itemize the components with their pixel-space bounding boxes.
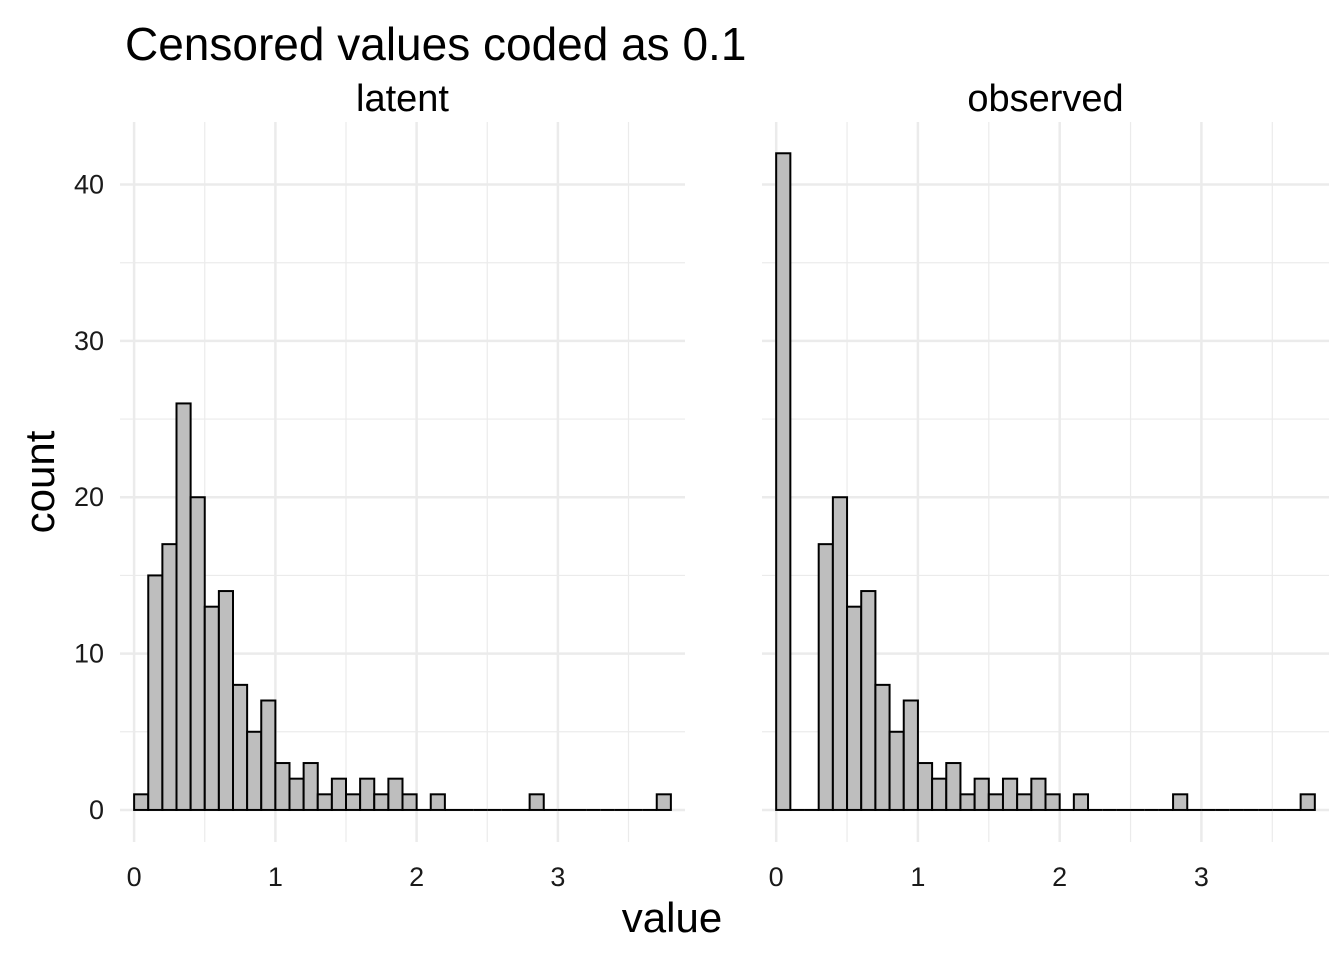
histogram-bar: [874, 683, 891, 811]
x-tick-label: 1: [910, 862, 925, 892]
y-tick-label: 40: [74, 170, 104, 200]
y-tick-label: 10: [74, 639, 104, 669]
y-tick-label: 20: [74, 482, 104, 512]
histogram-bar: [359, 777, 376, 811]
histogram-bar: [1299, 793, 1316, 811]
histogram-bar: [973, 777, 990, 811]
histogram-bar: [916, 762, 934, 811]
histogram-bar: [817, 543, 834, 811]
histogram-bar: [1030, 777, 1047, 811]
histogram-bar: [189, 496, 206, 811]
histogram-bar: [528, 793, 545, 811]
histogram-bar: [274, 762, 291, 811]
histogram-bar: [260, 699, 277, 811]
histogram-bar: [902, 699, 919, 811]
histogram-bar: [1044, 793, 1061, 811]
x-tick-label: 2: [409, 862, 424, 892]
histogram-bar: [429, 793, 446, 811]
y-tick-label: 0: [89, 795, 104, 825]
histogram-bar: [288, 777, 305, 811]
y-tick-label: 30: [74, 326, 104, 356]
histogram-bar: [232, 683, 249, 811]
histogram-bar: [401, 793, 418, 811]
histogram-bar: [888, 730, 905, 811]
histogram-bar: [655, 793, 672, 811]
histogram-bar: [175, 402, 192, 811]
histogram-bar: [246, 730, 263, 811]
panel-label-latent: latent: [356, 78, 449, 120]
histogram-bar: [1172, 793, 1189, 811]
histogram-bar: [387, 777, 404, 811]
histogram-bar: [373, 793, 390, 811]
histogram-bar: [959, 793, 976, 811]
histogram-bar: [161, 543, 178, 811]
histogram-bar: [316, 793, 333, 811]
histogram-bar: [775, 152, 792, 811]
histogram-bar: [860, 590, 877, 811]
x-tick-label: 3: [1194, 862, 1209, 892]
x-axis-label: value: [621, 894, 723, 941]
histogram-bar: [133, 793, 150, 811]
histogram-bar: [931, 777, 948, 811]
histogram-bar: [345, 793, 362, 811]
x-tick-label: 1: [268, 862, 283, 892]
x-tick-label: 0: [769, 862, 784, 892]
histogram-bar: [831, 496, 849, 811]
histogram-bar: [945, 762, 962, 811]
histogram-bar: [1072, 793, 1090, 811]
histogram-bar: [203, 605, 220, 811]
histogram-bar: [217, 590, 234, 811]
chart-title: Censored values coded as 0.1: [125, 18, 747, 70]
histogram-bar: [330, 777, 347, 811]
histogram-bar: [147, 574, 164, 811]
histogram-bar: [1016, 793, 1033, 811]
histogram-bar: [987, 793, 1004, 811]
x-tick-label: 3: [550, 862, 565, 892]
x-tick-label: 2: [1052, 862, 1067, 892]
histogram-bar: [1001, 777, 1019, 811]
x-tick-label: 0: [127, 862, 142, 892]
histogram-bar: [846, 605, 863, 811]
panel-label-observed: observed: [967, 78, 1124, 120]
histogram-bar: [302, 762, 319, 811]
